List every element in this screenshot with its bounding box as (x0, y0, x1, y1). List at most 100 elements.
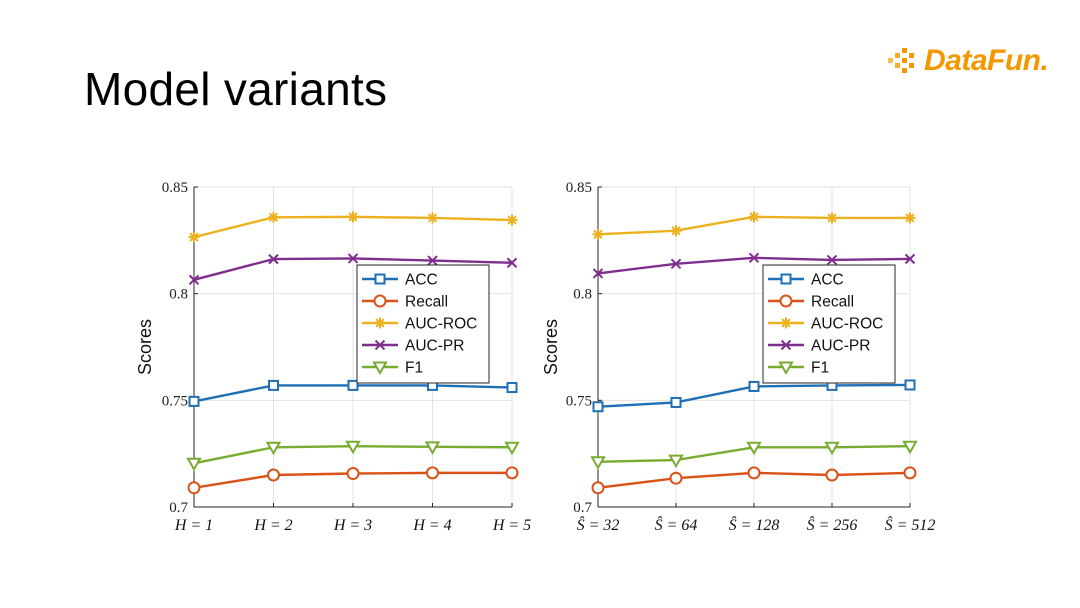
x-tick-label: Ŝ = 512 (885, 515, 936, 534)
x-tick-label: Ŝ = 64 (655, 515, 698, 534)
data-point (268, 211, 279, 223)
data-point (267, 468, 280, 482)
series-f1 (186, 440, 520, 472)
x-tick-label: H = 2 (253, 517, 292, 534)
data-point (592, 401, 604, 413)
data-point (826, 254, 838, 266)
legend-label: AUC-PR (811, 338, 870, 355)
data-point (347, 253, 359, 264)
data-point (188, 395, 200, 407)
data-point (670, 396, 682, 408)
data-point (669, 471, 683, 485)
data-point (188, 231, 200, 243)
logo-dots-icon (888, 48, 914, 73)
data-point (427, 212, 438, 224)
chart-panel-1: 0.7 0.75 0.8 0.85 H = 1 H = 2 H = 3 H = 4 H = 5 S… (135, 180, 531, 534)
y-tick-label: 0.85 (566, 180, 592, 196)
slide-title: Model variants (84, 63, 388, 115)
x-tick-label: Ŝ = 256 (807, 515, 858, 534)
data-point (592, 228, 604, 240)
data-point (506, 214, 518, 226)
data-point (590, 456, 606, 470)
legend-marker (779, 294, 793, 308)
data-point (746, 441, 762, 456)
data-point (591, 481, 605, 495)
series-auc-roc (188, 211, 518, 243)
legend-marker (372, 361, 388, 376)
legend-label: AUC-ROC (405, 316, 477, 333)
legend: ACC Recall AUC-ROC AUC-PR F1 (356, 264, 490, 384)
data-point (426, 466, 439, 480)
x-tick-label: H = 1 (174, 517, 213, 534)
x-tick-label: H = 5 (492, 517, 531, 534)
legend: ACC Recall AUC-ROC AUC-PR F1 (762, 264, 896, 384)
legend-marker (374, 273, 386, 285)
data-point (670, 225, 682, 237)
y-axis-label: Scores (135, 319, 155, 375)
data-point (424, 441, 441, 455)
y-tick-label: 0.7 (169, 500, 188, 516)
datafun-logo: DataFun. (886, 38, 1066, 84)
series-acc (188, 379, 518, 407)
data-point (748, 380, 760, 392)
x-tick-label: H = 4 (412, 517, 451, 534)
data-point (268, 253, 279, 265)
data-point (347, 211, 359, 223)
y-axis-label: Scores (541, 319, 561, 375)
legend-marker (374, 317, 386, 329)
legend-marker (778, 361, 794, 376)
data-point (427, 255, 438, 266)
data-point (186, 457, 202, 472)
legend-marker (780, 339, 792, 351)
legend-marker (780, 273, 792, 285)
data-point (670, 258, 682, 270)
series-auc-pr (188, 253, 518, 286)
y-tick-label: 0.7 (573, 500, 592, 516)
legend-label: Recall (405, 294, 448, 311)
series-recall (187, 466, 519, 495)
data-point (824, 441, 840, 456)
series-acc (592, 379, 916, 413)
legend-marker (373, 294, 387, 308)
legend-label: ACC (405, 272, 438, 289)
legend-label: F1 (811, 360, 829, 377)
data-point (345, 440, 361, 455)
x-tick-label: Ŝ = 128 (729, 515, 780, 534)
legend-label: AUC-ROC (811, 316, 883, 333)
data-point (187, 481, 201, 495)
data-point (904, 212, 916, 224)
data-point (592, 268, 604, 279)
data-point (748, 211, 760, 223)
series-recall (591, 466, 917, 495)
data-point (747, 466, 761, 480)
data-point (268, 379, 279, 391)
data-point (506, 257, 518, 268)
x-tick-label: H = 3 (333, 517, 372, 534)
data-point (826, 212, 838, 224)
data-point (825, 468, 839, 482)
legend-marker (780, 317, 792, 329)
series-auc-roc (592, 211, 916, 240)
legend-label: F1 (405, 360, 423, 377)
legend-label: ACC (811, 272, 844, 289)
legend-label: Recall (811, 294, 854, 311)
logo-text: DataFun. (924, 44, 1049, 77)
data-point (902, 440, 918, 455)
data-point (904, 379, 916, 391)
data-point (346, 467, 360, 481)
y-tick-label: 0.75 (162, 393, 188, 409)
data-point (506, 382, 518, 394)
series-f1 (590, 440, 918, 470)
data-point (904, 253, 916, 265)
legend-label: AUC-PR (405, 338, 464, 355)
chart-panel-2: 0.7 0.75 0.8 0.85 Ŝ = 32 Ŝ = 64 Ŝ = 128 Ŝ = 256… (541, 180, 935, 534)
data-point (748, 252, 760, 264)
data-point (504, 441, 520, 456)
x-tick-label: Ŝ = 32 (577, 515, 620, 534)
series-auc-pr (592, 252, 916, 279)
y-tick-label: 0.8 (573, 287, 592, 303)
y-tick-label: 0.75 (566, 393, 592, 409)
data-point (505, 466, 519, 480)
data-point (347, 379, 359, 391)
